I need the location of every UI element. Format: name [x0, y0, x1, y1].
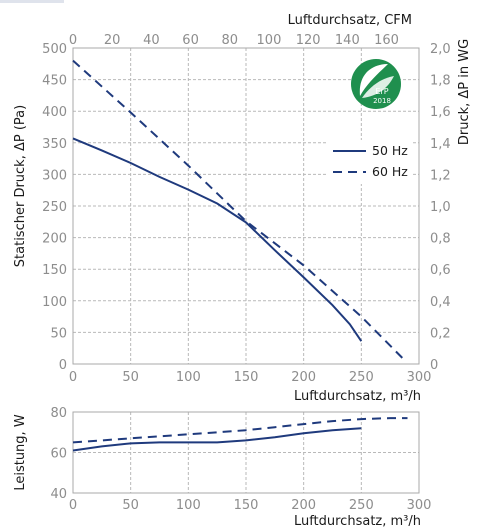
top-x-tick-label: 60 — [182, 33, 199, 48]
logo-leaf-shape-small — [362, 76, 394, 98]
right-y-tick-label: 1,6 — [430, 105, 451, 120]
x-tick-label: 0 — [69, 370, 77, 385]
series-50-hz — [72, 137, 363, 342]
y-tick-label: 450 — [42, 74, 67, 89]
x-tick-label: 150 — [234, 370, 259, 385]
right-y-tick-label: 1,0 — [430, 200, 451, 215]
power-chart-grid — [73, 412, 419, 493]
top-x-tick-label: 100 — [257, 33, 282, 48]
erp-leaf-logo-icon: ErP 2018 — [351, 59, 401, 109]
power-x-axis-label: Luftdurchsatz, m³/h — [294, 514, 421, 529]
power-x-tick-label: 200 — [291, 498, 316, 513]
power-x-tick-label: 50 — [122, 498, 139, 513]
y-tick-label: 300 — [42, 168, 67, 183]
logo-text-year: 2018 — [373, 97, 391, 105]
top-x-tick-label: 120 — [296, 33, 321, 48]
power-y-tick-label: 40 — [50, 487, 67, 502]
power-x-tick-label: 0 — [69, 498, 77, 513]
power-x-tick-label: 150 — [234, 498, 259, 513]
power-x-tick-label: 300 — [407, 498, 432, 513]
x-tick-label: 100 — [176, 370, 201, 385]
power-x-tick-label: 250 — [349, 498, 374, 513]
power-y-tick-label: 80 — [50, 406, 67, 421]
right-y-tick-label: 1,2 — [430, 168, 451, 183]
logo-text-erp: ErP — [375, 87, 388, 96]
power-x-tick-label: 100 — [176, 498, 201, 513]
top-x-tick-label: 140 — [335, 33, 360, 48]
series-60-hz — [72, 59, 406, 362]
top-x-axis-label: Luftdurchsatz, CFM — [288, 13, 412, 28]
right-y-axis-label: Druck, ΔP in WG — [457, 39, 472, 145]
top-x-tick-label: 160 — [374, 33, 399, 48]
y-tick-label: 50 — [50, 326, 67, 341]
y-axis-label: Statischer Druck, ΔP (Pa) — [13, 105, 28, 267]
y-tick-label: 400 — [42, 105, 67, 120]
power-chart: 0 50 100 150 200 250 300 40 60 80 Luftdurchsatz, … — [13, 406, 431, 529]
pressure-chart-frame — [72, 47, 420, 365]
y-tick-label: 150 — [42, 263, 67, 278]
x-tick-label: 50 — [122, 370, 139, 385]
pressure-chart-series — [72, 59, 406, 362]
legend-background — [327, 140, 413, 184]
y-tick-label: 0 — [59, 358, 67, 373]
right-y-tick-label: 0,6 — [430, 263, 451, 278]
legend-label-60hz: 60 Hz — [372, 164, 408, 179]
x-axis-label: Luftdurchsatz, m³/h — [294, 389, 421, 404]
top-x-tick-label: 40 — [143, 33, 160, 48]
y-tick-label: 500 — [42, 42, 67, 57]
pressure-chart: 0 50 100 150 200 250 3000501001502002503003504… — [13, 13, 472, 404]
y-tick-label: 100 — [42, 295, 67, 310]
power-series-50-hz — [72, 427, 362, 452]
y-tick-label: 250 — [42, 200, 67, 215]
y-tick-label: 350 — [42, 137, 67, 152]
power-chart-series — [72, 417, 408, 452]
right-y-tick-label: 0 — [430, 358, 438, 373]
right-y-tick-label: 0,8 — [430, 232, 451, 247]
x-tick-label: 250 — [349, 370, 374, 385]
x-tick-label: 200 — [291, 370, 316, 385]
right-y-tick-label: 1,8 — [430, 74, 451, 89]
legend: 50 Hz 60 Hz — [327, 140, 413, 184]
logo-leaf-shape — [359, 64, 388, 96]
right-y-tick-label: 0,2 — [430, 326, 451, 341]
top-x-tick-label: 0 — [69, 33, 77, 48]
right-y-tick-label: 1,4 — [430, 137, 451, 152]
power-chart-ticks: 0 50 100 150 200 250 300 40 60 80 — [50, 406, 431, 513]
right-y-tick-label: 0,4 — [430, 295, 451, 310]
top-x-tick-label: 80 — [221, 33, 238, 48]
pressure-chart-ticks: 0 50 100 150 200 250 3000501001502002503003504… — [42, 33, 451, 385]
right-y-tick-label: 2,0 — [430, 42, 451, 57]
y-tick-label: 200 — [42, 232, 67, 247]
top-strip-decoration — [0, 0, 64, 3]
power-series-60-hz — [72, 417, 408, 444]
power-y-axis-label: Leistung, W — [13, 414, 28, 490]
x-tick-label: 300 — [407, 370, 432, 385]
power-chart-frame — [72, 411, 420, 494]
power-y-tick-label: 60 — [50, 447, 67, 462]
legend-label-50hz: 50 Hz — [372, 143, 408, 158]
top-x-tick-label: 20 — [104, 33, 121, 48]
